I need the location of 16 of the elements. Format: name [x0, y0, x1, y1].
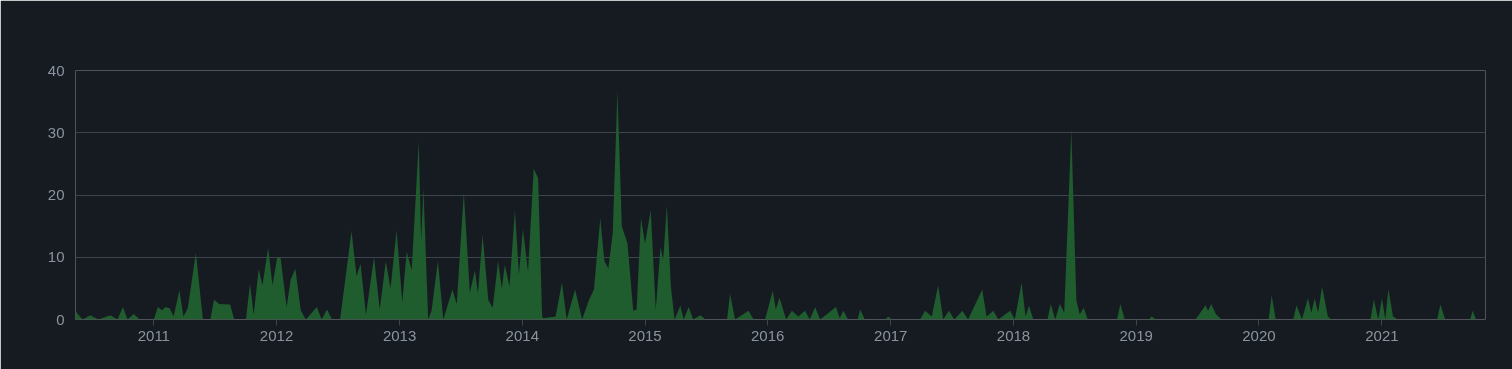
- x-tick-label: 2014: [505, 326, 539, 344]
- x-tick-label: 2012: [259, 326, 294, 344]
- x-tick-label: 2017: [874, 326, 908, 344]
- x-tick-label: 2021: [1365, 326, 1399, 344]
- y-tick-label: 40: [47, 61, 65, 79]
- y-tick-label: 0: [56, 310, 65, 328]
- x-tick-label: 2019: [1119, 326, 1153, 344]
- x-tick-label: 2013: [382, 326, 417, 344]
- x-tick-label: 2011: [137, 326, 170, 344]
- x-tick-label: 2016: [751, 326, 785, 344]
- y-tick-label: 10: [47, 248, 65, 266]
- x-tick-label: 2015: [628, 326, 662, 344]
- x-tick-label: 2020: [1242, 326, 1276, 344]
- y-tick-label: 30: [47, 123, 65, 141]
- x-tick-label: 2018: [996, 326, 1031, 344]
- y-tick-label: 20: [47, 186, 65, 203]
